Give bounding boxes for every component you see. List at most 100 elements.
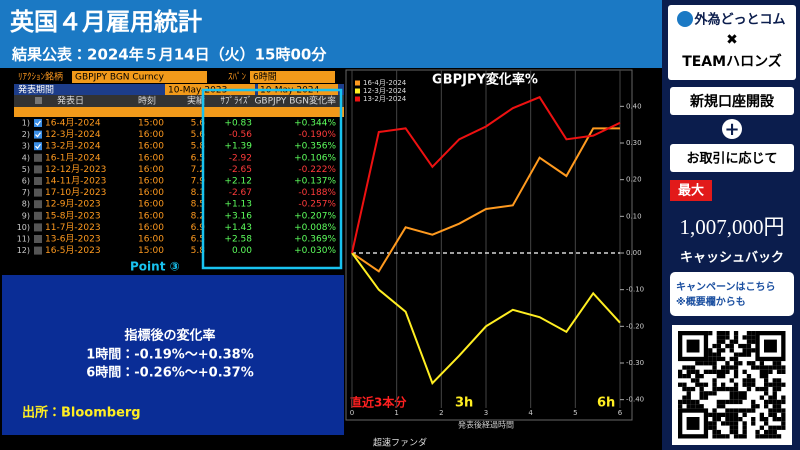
subtitle: 結果公表：2024年５月14日（火）15時00分 [11,46,327,64]
qr-module [764,421,769,426]
qr-module [721,412,726,417]
qr-module [686,399,691,405]
qr-module [716,343,721,349]
qr-module [690,386,696,392]
table-cell: 5.6 [191,119,206,129]
qr-module [751,382,756,387]
line-chart: GBPJPY変化率% 発表後経過時間 超速ファンダ 直近3本分 3h 6h 0 1… [345,69,644,449]
check-mark [35,120,41,126]
qr-module [746,361,752,366]
qr-module [716,369,721,374]
legend-label: 16-4月-2024 [363,79,407,87]
qr-module [703,369,709,374]
qr-module [742,352,747,357]
qr-module [733,369,739,374]
table-cell: +1.13 [224,200,252,210]
qr-module [721,369,726,374]
checkbox [34,142,42,151]
qr-module [716,352,721,357]
qr-module [729,339,734,344]
row-index: 6) [22,177,30,186]
table-cell: +3.16 [224,211,252,221]
field-label: ﾘｱｸｼｮﾝ銘柄 [18,71,63,83]
table-cell: -2.65 [229,165,252,175]
table-cell: 8.1 [191,188,205,198]
qr-module [746,382,752,387]
table-cell: -0.56 [229,130,253,140]
qr-module [725,417,730,422]
max: 最大 [678,183,704,199]
qr-module [716,386,721,392]
qr-module [768,408,773,413]
row-index: 3) [22,142,30,151]
brand: 外為どっとコム [693,12,785,28]
qr-finder [764,339,777,353]
campaign-box[interactable] [670,272,794,316]
qr-module [781,425,786,430]
qr-module [768,429,773,435]
campaign[interactable]: キャンペーンはこちら [676,281,776,293]
qr-module [712,356,717,362]
table-cell: 16:00 [138,223,164,233]
table-cell: 5.6 [191,130,206,140]
qr-module [764,374,769,379]
y-tick-label: 0.00 [626,249,642,257]
qr-module [721,365,726,370]
qr-module [742,429,747,435]
qr-module [781,365,786,370]
row-index: 1) [22,119,30,128]
checkbox [35,97,42,104]
qr-module [751,335,756,340]
qr-module [695,374,700,379]
qr-module [751,378,756,383]
qr-module [751,365,756,370]
note: ※概要欄からも [676,295,746,308]
qr-module [729,399,734,405]
qr-module [742,391,747,396]
qr-module [755,365,760,370]
qr-module [690,365,696,370]
qr-code[interactable] [678,331,786,439]
open-account[interactable]: 新規口座開設 [689,93,775,110]
trade: お取引に応じて [686,151,777,167]
annotation: 6h [597,396,615,411]
table-cell: 13-2月-2024 [45,141,101,152]
qr-module [781,412,786,417]
qr-module [733,395,739,400]
cashback: キャッシュバック [680,251,784,266]
qr-module [712,343,717,349]
table-cell: +1.39 [224,142,252,152]
table-cell: 16-5月-2023 [45,245,101,256]
row-index: 8) [22,200,30,209]
qr-module [695,361,700,366]
qr-module [764,404,769,409]
qr-module [708,356,713,362]
qr-module [729,395,734,400]
annotation: 3h [455,396,473,411]
qr-module [716,335,721,340]
qr-module [682,399,687,405]
qr-module [703,361,709,366]
qr-module [678,399,683,405]
qr-module [768,434,773,439]
qr-module [751,331,756,336]
checkbox [34,235,42,243]
x-tick-label: 3 [484,409,488,417]
qr-module [699,382,704,387]
qr-module [708,391,713,396]
field-box [72,71,207,83]
row-index: 5) [22,165,30,174]
qr-module [772,365,777,370]
checkbox [34,200,42,209]
table-cell: 16:00 [138,200,164,210]
qr-module [733,382,739,387]
qr-module [712,391,717,396]
table-cell: 6.5 [191,235,205,245]
qr-module [716,356,721,362]
table-cell: 5.8 [191,246,206,256]
header-bar [0,0,662,68]
qr-module [742,378,747,383]
y-tick-label: -0.40 [626,396,644,404]
qr-module [695,404,700,409]
button-box[interactable] [670,87,794,115]
